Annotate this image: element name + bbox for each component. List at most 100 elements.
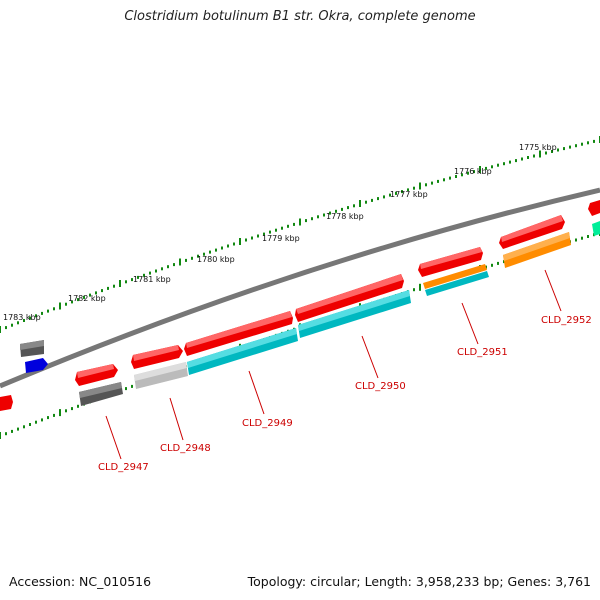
scale-label: 1778 kbp xyxy=(326,212,364,221)
outer-scale-major-tick xyxy=(119,280,121,287)
outer-scale-minor-tick xyxy=(467,171,469,175)
scale-label: 1779 kbp xyxy=(262,234,300,243)
feature-gene-far-left[interactable] xyxy=(0,395,13,411)
inner-scale-minor-tick xyxy=(47,416,49,420)
scale-label: 1782 kbp xyxy=(68,294,106,303)
gene-label: CLD_2950 xyxy=(355,381,406,392)
inner-scale-minor-tick xyxy=(35,420,37,424)
feature-gene-2952[interactable] xyxy=(499,215,565,249)
outer-scale-minor-tick xyxy=(365,200,367,204)
outer-scale-minor-tick xyxy=(227,244,229,248)
outer-scale-minor-tick xyxy=(185,258,187,262)
outer-scale-minor-tick xyxy=(83,295,85,299)
inner-scale-minor-tick xyxy=(77,404,79,408)
feature-gene-2949[interactable] xyxy=(184,311,293,356)
outer-scale-minor-tick xyxy=(575,144,577,148)
inner-scale-minor-tick xyxy=(71,407,73,411)
outer-scale-minor-tick xyxy=(569,145,571,149)
feature-gene-2951[interactable] xyxy=(418,247,483,277)
outer-scale-minor-tick xyxy=(353,204,355,208)
outer-scale-minor-tick xyxy=(503,162,505,166)
feature-cds-2951-orange[interactable] xyxy=(423,264,487,289)
feature-cds-right-edge[interactable] xyxy=(592,221,600,236)
scale-label: 1780 kbp xyxy=(197,255,235,264)
feature-blue-arrow-left[interactable] xyxy=(25,358,48,373)
inner-scale-minor-tick xyxy=(587,235,589,238)
gene-label: CLD_2951 xyxy=(457,347,508,358)
scale-label: 1783 kbp xyxy=(3,313,41,322)
outer-scale-minor-tick xyxy=(149,271,151,275)
feature-gene-right-edge[interactable] xyxy=(588,200,600,216)
scale-label: 1776 kbp xyxy=(454,167,492,176)
outer-scale-minor-tick xyxy=(587,141,589,145)
outer-scale-minor-tick xyxy=(461,173,463,177)
feature-cds-2950[interactable] xyxy=(298,290,411,338)
outer-scale-minor-tick xyxy=(443,178,445,182)
outer-scale-minor-tick xyxy=(551,150,553,153)
outer-scale-minor-tick xyxy=(65,302,67,306)
outer-scale-minor-tick xyxy=(29,316,31,320)
outer-scale-minor-tick xyxy=(329,211,331,215)
inner-scale-minor-tick xyxy=(53,413,55,417)
outer-scale-minor-tick xyxy=(557,148,559,152)
outer-scale-minor-tick xyxy=(35,314,37,318)
outer-scale-minor-tick xyxy=(563,147,565,151)
inner-scale-minor-tick xyxy=(29,423,31,426)
outer-scale-minor-tick xyxy=(95,291,97,295)
outer-scale-minor-tick xyxy=(383,195,385,199)
outer-scale-minor-tick xyxy=(125,280,127,284)
inner-scale-minor-tick xyxy=(497,261,499,265)
outer-scale-minor-tick xyxy=(521,157,523,161)
outer-scale-minor-tick xyxy=(197,254,199,258)
gene-leader-lines xyxy=(105,269,562,460)
genome-summary-text: Topology: circular; Length: 3,958,233 bp… xyxy=(247,574,591,589)
inner-scale-minor-tick xyxy=(17,427,19,431)
outer-scale-major-tick xyxy=(539,150,541,158)
feature-cds-2947[interactable] xyxy=(79,382,123,406)
outer-scale-minor-tick xyxy=(425,183,427,187)
outer-scale-minor-tick xyxy=(371,198,373,202)
feature-cds-2951-cyan[interactable] xyxy=(425,271,489,296)
feature-dark-block-left[interactable] xyxy=(20,340,44,357)
outer-scale-minor-tick xyxy=(257,234,259,238)
scale-label: 1777 kbp xyxy=(390,190,428,199)
outer-scale-minor-tick xyxy=(143,273,145,277)
outer-scale-minor-tick xyxy=(41,311,43,315)
outer-scale-minor-tick xyxy=(413,186,415,190)
gene-label: CLD_2948 xyxy=(160,443,211,454)
outer-scale-minor-tick xyxy=(431,181,433,185)
outer-scale-minor-tick xyxy=(167,265,169,269)
outer-scale-minor-tick xyxy=(101,289,103,293)
feature-gene-2947[interactable] xyxy=(75,364,118,386)
outer-scale-minor-tick xyxy=(401,190,403,194)
outer-scale-minor-tick xyxy=(203,252,205,256)
feature-cds-2949[interactable] xyxy=(187,328,298,375)
feature-cds-2952[interactable] xyxy=(503,232,571,268)
feature-gene-2950[interactable] xyxy=(295,274,404,322)
outer-scale-minor-tick xyxy=(377,197,379,201)
scale-labels: 1775 kbp 1776 kbp 1777 kbp 1778 kbp 1779… xyxy=(3,143,557,322)
gene-label: CLD_2947 xyxy=(98,462,149,473)
gene-label: CLD_2952 xyxy=(541,315,592,326)
feature-cds-2948[interactable] xyxy=(134,362,188,389)
outer-scale-major-tick xyxy=(359,200,361,207)
feature-gene-2948[interactable] xyxy=(131,345,183,369)
outer-scale-minor-tick xyxy=(593,139,595,143)
inner-scale-major-tick xyxy=(419,283,421,291)
outer-scale-minor-tick xyxy=(473,170,475,174)
outer-scale-minor-tick xyxy=(437,179,439,183)
inner-scale-major-tick xyxy=(59,409,61,417)
inner-scale-minor-tick xyxy=(65,409,67,413)
outer-scale-minor-tick xyxy=(311,217,313,221)
outer-scale-minor-tick xyxy=(527,156,529,159)
outer-scale-minor-tick xyxy=(389,193,391,197)
outer-scale-minor-tick xyxy=(17,321,19,325)
outer-scale-minor-tick xyxy=(455,175,457,178)
inner-scale-minor-tick xyxy=(23,425,25,429)
outer-scale-minor-tick xyxy=(515,159,517,163)
outer-scale-minor-tick xyxy=(407,188,409,192)
outer-scale-minor-tick xyxy=(269,230,271,234)
outer-scale-minor-tick xyxy=(347,206,349,210)
outer-scale-minor-tick xyxy=(293,222,295,226)
inner-scale-minor-tick xyxy=(413,288,415,292)
